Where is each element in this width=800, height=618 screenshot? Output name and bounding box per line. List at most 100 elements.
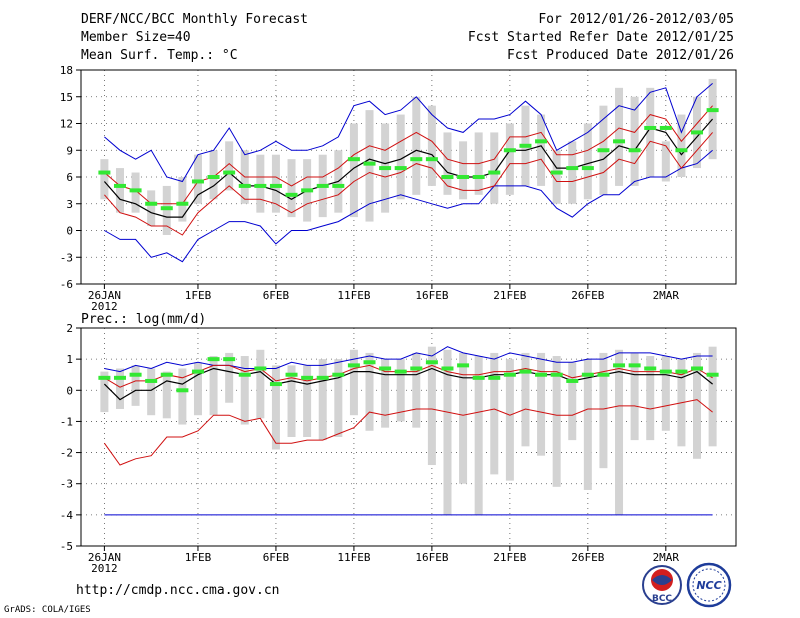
median-marker bbox=[301, 188, 314, 193]
median-marker bbox=[691, 130, 704, 135]
y-tick-label: -1 bbox=[60, 415, 73, 428]
spread-box bbox=[287, 365, 296, 437]
median-marker bbox=[503, 372, 516, 377]
median-marker bbox=[535, 372, 548, 377]
median-marker bbox=[488, 375, 501, 380]
bcc-logo-text: BCC bbox=[652, 594, 672, 604]
median-marker bbox=[488, 170, 501, 175]
median-marker bbox=[176, 201, 189, 206]
spread-box bbox=[630, 352, 639, 441]
spread-box bbox=[318, 359, 327, 441]
median-marker bbox=[425, 360, 438, 365]
median-marker bbox=[457, 175, 470, 179]
spread-box bbox=[209, 356, 218, 416]
median-marker bbox=[160, 372, 173, 377]
spread-box bbox=[490, 352, 499, 475]
spread-box bbox=[583, 123, 592, 200]
x-tick-year-label: 2012 bbox=[91, 300, 118, 313]
median-marker bbox=[223, 357, 236, 362]
spread-box bbox=[193, 154, 202, 204]
spread-box bbox=[271, 154, 280, 213]
median-marker bbox=[332, 183, 345, 188]
median-marker bbox=[410, 157, 423, 162]
median-marker bbox=[145, 378, 158, 383]
median-marker bbox=[129, 188, 142, 193]
median-marker bbox=[254, 366, 267, 371]
inner-upper-line bbox=[104, 364, 713, 388]
x-tick-label: 16FEB bbox=[415, 289, 448, 302]
median-marker bbox=[644, 125, 657, 130]
median-marker bbox=[394, 166, 407, 171]
spread-box bbox=[178, 177, 187, 222]
median-marker bbox=[628, 363, 641, 368]
spread-box bbox=[147, 368, 156, 416]
x-tick-label: 1FEB bbox=[185, 551, 212, 564]
median-marker bbox=[394, 369, 407, 374]
median-marker bbox=[675, 148, 688, 153]
x-tick-label: 11FEB bbox=[337, 551, 370, 564]
y-tick-label: 9 bbox=[66, 144, 73, 157]
median-marker bbox=[176, 388, 189, 393]
y-tick-label: 12 bbox=[60, 118, 73, 131]
spread-box bbox=[646, 356, 655, 441]
median-marker bbox=[457, 363, 470, 368]
median-marker bbox=[347, 157, 360, 162]
y-tick-label: -6 bbox=[60, 278, 73, 291]
x-tick-label: 2MAR bbox=[653, 551, 680, 564]
x-tick-label: 21FEB bbox=[493, 551, 526, 564]
median-marker bbox=[706, 372, 719, 377]
ncc-logo-ring bbox=[686, 562, 732, 608]
median-marker bbox=[644, 366, 657, 371]
median-marker bbox=[269, 382, 282, 387]
spread-box bbox=[365, 352, 374, 431]
spread-box bbox=[583, 359, 592, 490]
median-marker bbox=[301, 375, 314, 380]
median-marker bbox=[98, 375, 111, 380]
spread-box bbox=[100, 371, 109, 413]
median-marker bbox=[581, 372, 594, 377]
median-marker bbox=[207, 357, 220, 362]
spread-box bbox=[459, 352, 468, 484]
median-marker bbox=[675, 369, 688, 374]
y-tick-label: 3 bbox=[66, 198, 73, 211]
median-marker bbox=[363, 161, 376, 166]
median-marker bbox=[659, 369, 672, 374]
x-tick-label: 2MAR bbox=[653, 289, 680, 302]
median-marker bbox=[519, 143, 532, 148]
spread-box bbox=[349, 349, 358, 416]
source-url[interactable]: http://cmdp.ncc.cma.gov.cn bbox=[76, 583, 280, 598]
median-marker bbox=[223, 170, 236, 175]
spread-box bbox=[162, 185, 171, 235]
spread-box bbox=[505, 359, 514, 481]
x-tick-year-label: 2012 bbox=[91, 562, 118, 575]
chart-title: DERF/NCC/BCC Monthly Forecast bbox=[81, 12, 308, 27]
median-marker bbox=[472, 375, 485, 380]
spread-box bbox=[287, 159, 296, 218]
spread-box bbox=[615, 87, 624, 186]
spread-box bbox=[568, 362, 577, 441]
median-marker bbox=[254, 183, 267, 188]
plot-frame bbox=[80, 327, 737, 547]
x-tick-label: 26FEB bbox=[571, 289, 604, 302]
spread-box bbox=[334, 359, 343, 437]
spread-box bbox=[521, 352, 530, 447]
panel-title: Prec.: log(mm/d) bbox=[81, 312, 206, 327]
median-marker bbox=[613, 363, 626, 368]
median-marker bbox=[98, 170, 111, 175]
ncc-logo-text: NCC bbox=[696, 579, 721, 592]
median-marker bbox=[347, 363, 360, 368]
y-tick-label: 1 bbox=[66, 353, 73, 366]
ensemble-mean-line bbox=[103, 367, 713, 401]
spread-box bbox=[349, 123, 358, 218]
spread-box bbox=[459, 141, 468, 200]
spread-box bbox=[381, 359, 390, 428]
spread-box bbox=[693, 352, 702, 459]
median-marker bbox=[316, 375, 329, 380]
median-marker bbox=[238, 183, 251, 188]
median-marker bbox=[550, 372, 563, 377]
x-tick-label: 26JAN bbox=[88, 289, 121, 302]
ncc-logo: NCC bbox=[686, 562, 732, 608]
ncc-logo-inner-ring bbox=[692, 568, 726, 602]
spread-box bbox=[661, 356, 670, 431]
